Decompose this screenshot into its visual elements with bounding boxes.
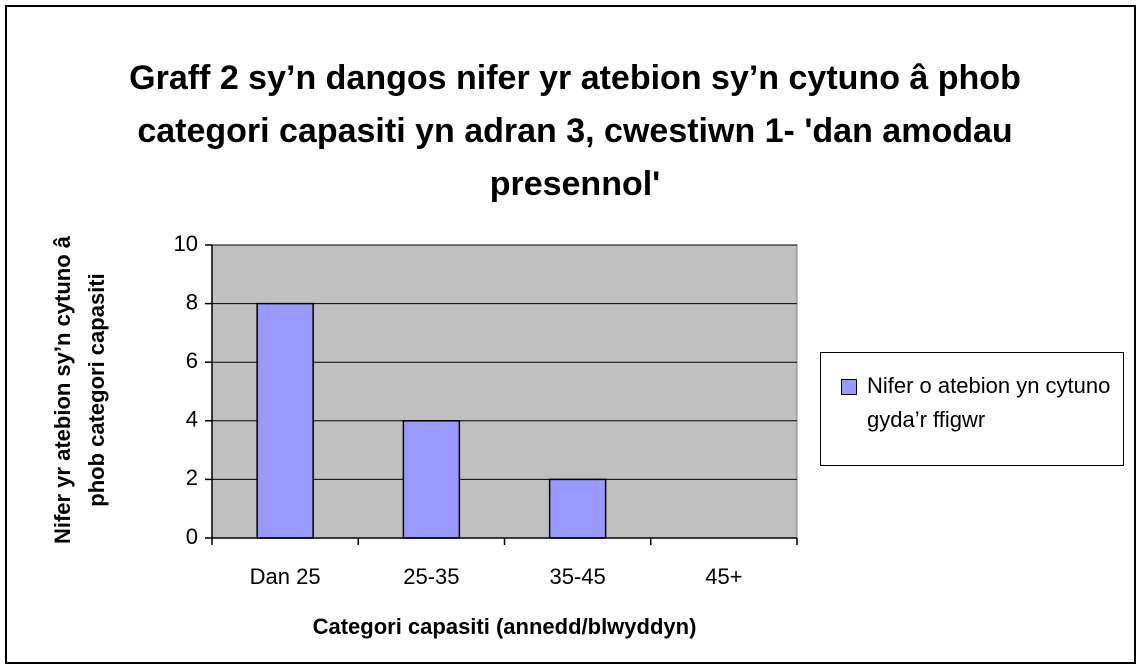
y-tick-label: 10 xyxy=(174,231,198,256)
bar xyxy=(256,302,314,539)
y-axis-label: Nifer yr atebion sy’n cytuno â phob cate… xyxy=(50,235,109,545)
legend: Nifer o atebion yn cytuno gyda’r ffigwr xyxy=(820,352,1124,466)
legend-label: Nifer o atebion yn cytuno gyda’r ffigwr xyxy=(867,373,1111,432)
x-axis-label: Categori capasiti (annedd/blwyddyn) xyxy=(312,614,697,639)
y-tick-label: 2 xyxy=(186,465,198,490)
legend-swatch xyxy=(841,379,857,395)
x-tick-label: 25-35 xyxy=(403,564,459,589)
y-tick-label: 0 xyxy=(186,524,198,549)
y-tick-label: 6 xyxy=(186,348,198,373)
bar xyxy=(402,420,461,539)
chart-title: Graff 2 sy’n dangos nifer yr atebion sy’… xyxy=(129,59,1021,203)
bar xyxy=(548,478,607,539)
y-tick-label: 8 xyxy=(186,289,198,314)
x-tick-label: 45+ xyxy=(705,564,742,589)
x-tick-label: 35-45 xyxy=(549,564,605,589)
chart-frame xyxy=(5,5,1136,664)
x-tick-label: Dan 25 xyxy=(250,564,321,589)
y-tick-label: 4 xyxy=(186,407,198,432)
